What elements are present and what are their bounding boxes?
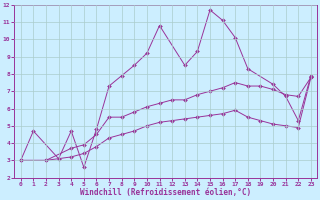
X-axis label: Windchill (Refroidissement éolien,°C): Windchill (Refroidissement éolien,°C) bbox=[80, 188, 252, 197]
